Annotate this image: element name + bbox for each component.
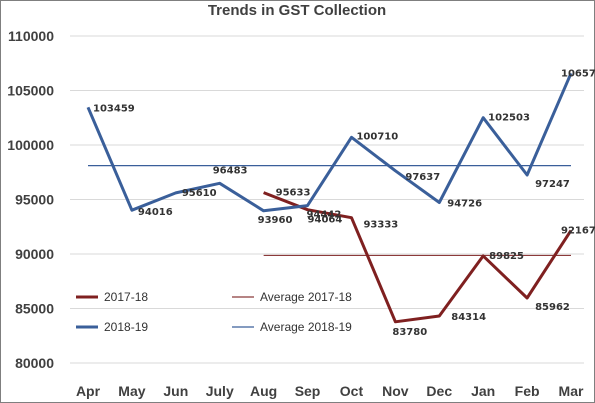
x-tick-label: Apr	[76, 383, 101, 399]
x-tick-label: May	[118, 383, 145, 399]
data-label: 100710	[356, 131, 398, 142]
data-label: 94016	[138, 207, 173, 218]
data-label: 103459	[93, 103, 135, 114]
data-label: 94064	[308, 215, 343, 226]
legend-label: 2017-18	[104, 290, 148, 304]
data-label: 94442	[307, 210, 342, 221]
data-label: 95633	[276, 188, 311, 199]
x-tick-label: Nov	[382, 383, 409, 399]
data-label: 97637	[405, 172, 440, 183]
x-tick-label: Jun	[163, 383, 188, 399]
data-label: 94726	[447, 198, 482, 209]
legend: 2017-18 Average 2017-18 2018-19 Average 201…	[76, 290, 352, 334]
legend-label: 2018-19	[104, 320, 148, 334]
y-tick-label: 95000	[15, 192, 54, 208]
x-tick-label: Aug	[250, 383, 277, 399]
x-tick-label: July	[206, 383, 234, 399]
series-line-2018-19	[86, 72, 573, 213]
data-label: 102503	[488, 113, 530, 124]
y-tick-label: 90000	[15, 246, 54, 262]
y-tick-label: 85000	[15, 301, 54, 317]
data-label: 93333	[363, 220, 398, 231]
x-tick-label: Sep	[295, 383, 321, 399]
y-axis-ticks: 80000 85000 90000 95000 100000 105000 110000	[7, 28, 54, 371]
y-tick-label: 105000	[7, 83, 54, 99]
series-line-2017-18	[263, 191, 573, 324]
y-tick-label: 80000	[15, 355, 54, 371]
gridlines	[70, 35, 584, 364]
series-lines	[86, 72, 573, 324]
x-tick-label: Dec	[426, 383, 452, 399]
chart-title: Trends in GST Collection	[208, 2, 386, 19]
data-label: 92167	[561, 225, 595, 236]
legend-label: Average 2017-18	[260, 290, 352, 304]
data-label: 89825	[489, 251, 524, 262]
y-tick-label: 100000	[7, 137, 54, 153]
data-label: 97247	[535, 179, 570, 190]
data-label: 93960	[258, 215, 293, 226]
data-label: 106577	[561, 68, 595, 79]
x-tick-label: Jan	[471, 383, 495, 399]
data-label: 85962	[535, 302, 570, 313]
data-label: 95610	[182, 188, 217, 199]
average-lines	[88, 165, 571, 257]
data-label: 84314	[451, 312, 486, 323]
y-tick-label: 110000	[8, 28, 54, 44]
x-axis-ticks: Apr May Jun July Aug Sep Oct Nov Dec Jan Feb Mar	[76, 383, 584, 399]
data-label: 83780	[392, 327, 427, 338]
data-labels: 95633 94064 93333 83780 84314 89825 85962 92167…	[93, 68, 595, 337]
x-tick-label: Feb	[515, 383, 540, 399]
legend-label: Average 2018-19	[260, 320, 352, 334]
x-tick-label: Mar	[559, 383, 584, 399]
x-tick-label: Oct	[340, 383, 364, 399]
data-label: 96483	[213, 165, 248, 176]
